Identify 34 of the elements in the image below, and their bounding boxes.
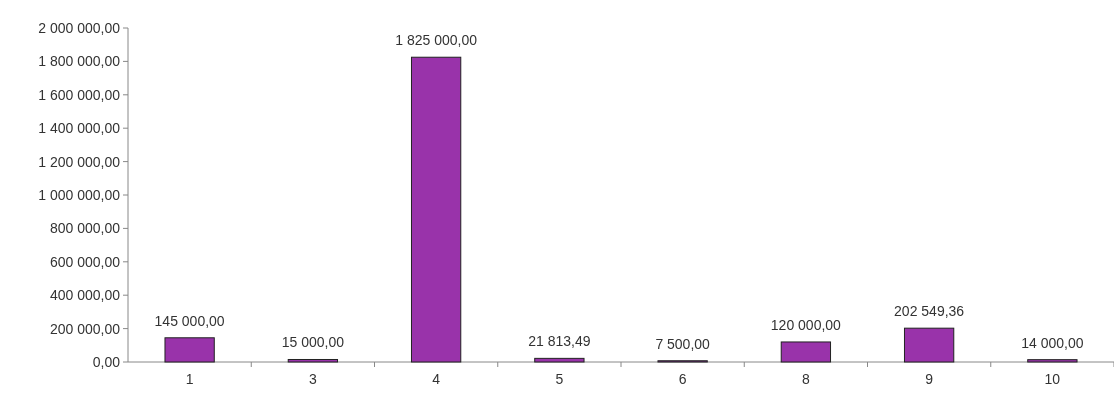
y-tick-label: 400 000,00	[49, 287, 121, 304]
bar	[1027, 359, 1078, 363]
data-label: 1 825 000,00	[395, 32, 478, 49]
bar	[164, 337, 215, 363]
y-tick-label: 800 000,00	[49, 220, 121, 237]
bar	[410, 56, 462, 363]
x-tick-label: 8	[801, 371, 810, 387]
data-label: 14 000,00	[1021, 334, 1084, 351]
data-label: 15 000,00	[281, 334, 345, 351]
data-label: 7 500,00	[655, 335, 711, 352]
y-tick-label: 1 800 000,00	[38, 53, 121, 70]
bar	[534, 357, 585, 363]
x-tick-label: 6	[678, 371, 687, 387]
y-tick-label: 200 000,00	[49, 320, 121, 337]
data-label: 145 000,00	[154, 312, 225, 329]
x-tick-label: 3	[308, 371, 317, 387]
data-label: 21 813,49	[528, 333, 591, 350]
y-tick-label: 1 600 000,00	[38, 86, 121, 103]
x-tick-label: 1	[185, 371, 194, 387]
y-tick-label: 0,00	[92, 353, 121, 370]
y-tick-label: 600 000,00	[49, 253, 121, 270]
bar	[287, 359, 339, 363]
bar	[903, 327, 955, 363]
y-tick-label: 2 000 000,00	[38, 19, 121, 36]
y-tick-label: 1 000 000,00	[38, 186, 121, 203]
data-label: 120 000,00	[770, 316, 842, 333]
x-tick-label: 5	[555, 371, 564, 387]
x-tick-label: 9	[925, 371, 934, 387]
y-tick-label: 1 400 000,00	[38, 120, 121, 137]
data-label: 202 549,36	[894, 303, 965, 320]
y-tick-label: 1 200 000,00	[38, 153, 121, 170]
bar	[780, 341, 832, 363]
x-tick-label: 4	[432, 371, 441, 387]
x-tick-label: 10	[1044, 371, 1061, 387]
